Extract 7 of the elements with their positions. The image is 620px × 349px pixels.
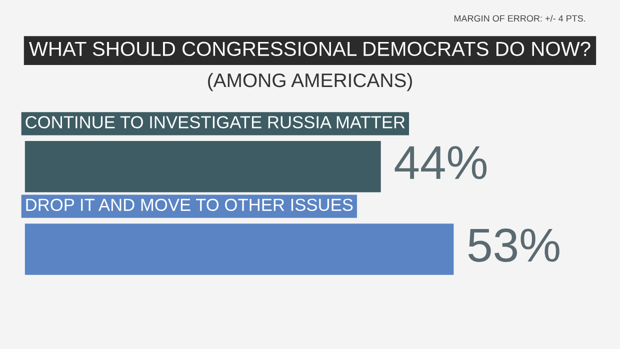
chart-subtitle: (AMONG AMERICANS) [208,72,412,92]
text: MARGIN OF ERROR: +/- 4 PTS. [454,14,586,22]
data-label: 44% [394,146,487,180]
chart-title: WHAT SHOULD CONGRESSIONAL DEMOCRATS DO NOW? [29,42,590,56]
y-tick-label: DROP IT AND MOVE TO OTHER ISSUES [26,198,353,211]
y-tick-label: CONTINUE TO INVESTIGATE RUSSIA MATTER [26,116,405,128]
data-label: 53% [468,228,560,262]
